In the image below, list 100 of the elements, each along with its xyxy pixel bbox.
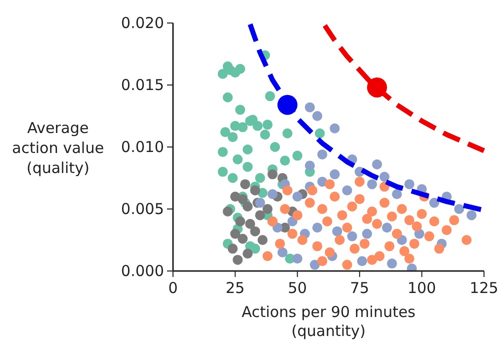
point xyxy=(242,202,253,212)
point xyxy=(367,179,378,190)
point xyxy=(240,179,250,190)
point xyxy=(250,244,260,254)
point xyxy=(268,169,278,180)
point xyxy=(462,235,472,245)
point xyxy=(238,194,248,204)
point xyxy=(260,130,270,140)
point xyxy=(386,211,397,222)
point xyxy=(258,235,268,245)
point xyxy=(312,222,322,233)
point xyxy=(238,234,248,244)
point xyxy=(372,159,382,170)
point xyxy=(386,258,397,269)
point xyxy=(265,91,276,102)
point xyxy=(392,228,402,239)
point xyxy=(312,241,322,252)
point xyxy=(342,185,352,196)
point xyxy=(367,77,388,98)
x-tick-label: 0 xyxy=(168,279,178,297)
point xyxy=(292,150,302,161)
point xyxy=(220,127,230,138)
point xyxy=(322,216,332,226)
point xyxy=(367,254,378,265)
point xyxy=(280,204,290,214)
point xyxy=(238,122,248,132)
point xyxy=(317,149,328,160)
point xyxy=(262,251,273,262)
y-tick-label: 0.000 xyxy=(121,262,164,280)
point xyxy=(382,222,392,233)
x-tick-label: 125 xyxy=(470,279,498,297)
point xyxy=(312,111,322,121)
point xyxy=(384,241,394,252)
point xyxy=(372,218,382,229)
point xyxy=(342,222,352,233)
point xyxy=(277,94,298,115)
point xyxy=(334,235,345,245)
point xyxy=(396,204,407,214)
point xyxy=(330,169,340,180)
y-axis-title: Average action value (quality) xyxy=(12,119,104,177)
point xyxy=(282,128,292,138)
point xyxy=(252,120,263,131)
point xyxy=(222,92,233,102)
point xyxy=(268,189,278,200)
point xyxy=(304,160,315,171)
point xyxy=(235,216,246,226)
point xyxy=(347,202,358,212)
y-tick-label: 0.005 xyxy=(121,200,164,218)
point xyxy=(222,206,233,216)
x-axis-title: Actions per 90 minutes (quantity) xyxy=(242,303,416,340)
point xyxy=(292,210,302,220)
point xyxy=(454,204,464,214)
point xyxy=(392,189,402,200)
point xyxy=(362,228,372,239)
point xyxy=(449,215,460,226)
y-tick-label: 0.015 xyxy=(121,76,164,94)
point xyxy=(317,204,328,214)
point xyxy=(255,210,266,220)
point xyxy=(332,226,342,236)
point xyxy=(270,142,280,152)
point xyxy=(330,192,340,202)
point xyxy=(228,244,238,254)
point xyxy=(304,198,315,208)
point xyxy=(218,146,228,157)
point xyxy=(262,204,273,214)
point xyxy=(277,247,288,258)
point xyxy=(379,172,390,182)
x-tick-label: 25 xyxy=(226,279,245,297)
y-tick-label: 0.010 xyxy=(121,138,164,156)
point xyxy=(374,251,385,262)
point xyxy=(409,238,420,249)
point xyxy=(292,192,302,202)
point xyxy=(424,231,434,242)
x-tick-label: 50 xyxy=(288,279,307,297)
point xyxy=(350,244,360,254)
point xyxy=(399,246,410,256)
point xyxy=(357,256,368,266)
point xyxy=(434,244,444,254)
point xyxy=(245,218,256,229)
point xyxy=(307,185,318,196)
point xyxy=(404,254,414,264)
point xyxy=(242,248,253,259)
point xyxy=(442,225,452,236)
point xyxy=(280,156,290,166)
point xyxy=(412,221,422,232)
point xyxy=(232,254,243,265)
point xyxy=(304,102,315,112)
point xyxy=(310,260,320,270)
point xyxy=(255,198,266,208)
point xyxy=(429,216,440,226)
point xyxy=(228,173,238,183)
point xyxy=(228,132,238,142)
point xyxy=(404,215,414,226)
point xyxy=(362,214,372,224)
point xyxy=(379,198,390,208)
point xyxy=(324,179,335,190)
point xyxy=(250,226,260,236)
point xyxy=(429,198,440,208)
point xyxy=(354,194,365,204)
point xyxy=(255,173,266,183)
